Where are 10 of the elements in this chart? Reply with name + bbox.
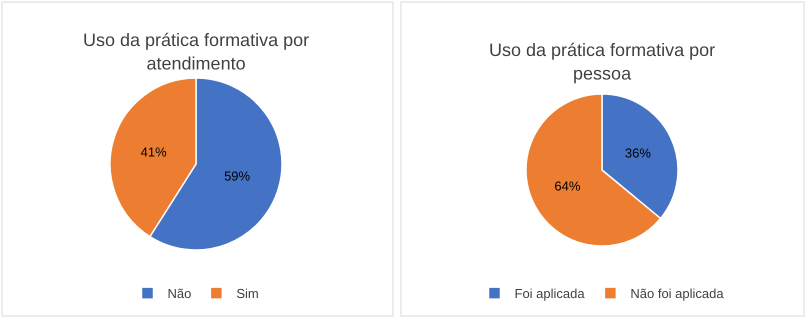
legend-label: Sim	[236, 286, 259, 302]
legend-label: Não	[168, 286, 192, 302]
data-label: 64%	[554, 178, 581, 194]
chart-title: Uso da prática formativa por pessoa	[489, 40, 716, 84]
data-label: 59%	[224, 168, 251, 184]
legend-label: Não foi aplicada	[630, 286, 724, 302]
legend-label: Foi aplicada	[514, 286, 586, 302]
data-label: 36%	[624, 146, 652, 161]
chart-title: Uso da prática formativa por atendimento	[83, 30, 310, 74]
data-label: 41%	[140, 144, 168, 160]
